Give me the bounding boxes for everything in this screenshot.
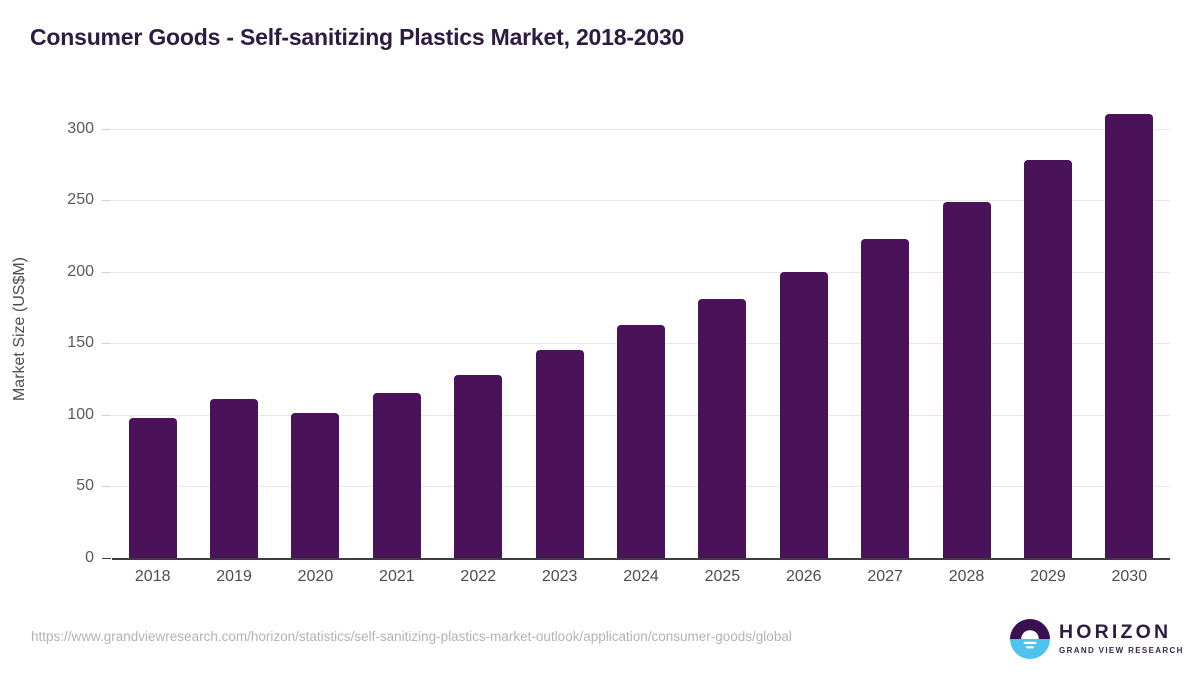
y-tick-label: 150 [67, 334, 94, 352]
bar[interactable] [535, 350, 584, 558]
x-tick-label: 2021 [379, 568, 415, 585]
bar[interactable] [779, 271, 828, 558]
bar[interactable] [291, 413, 340, 558]
bar[interactable] [128, 417, 177, 558]
x-tick-label: 2026 [785, 568, 822, 585]
x-tick-label: 2024 [623, 568, 659, 585]
x-tick-label: 2030 [1111, 568, 1148, 585]
logo-text-block: HORIZON GRAND VIEW RESEARCH [1059, 623, 1184, 655]
y-tick-label: 50 [76, 477, 94, 495]
y-axis-title: Market Size (US$M) [11, 256, 28, 402]
bar[interactable] [1023, 160, 1072, 558]
gridline [112, 271, 1170, 273]
x-axis-line [112, 558, 1170, 560]
gridline [112, 128, 1170, 130]
horizon-sunrise-circle-icon [1010, 619, 1050, 659]
x-tick-label: 2022 [460, 568, 497, 585]
y-tick-label: 100 [67, 405, 94, 423]
y-tick-label: 300 [67, 119, 94, 137]
x-tick-label: 2027 [867, 568, 903, 585]
y-tick-label: 0 [85, 549, 94, 566]
y-tick-label: 250 [67, 191, 94, 209]
x-tick-label: 2023 [541, 568, 578, 585]
logo-tagline: GRAND VIEW RESEARCH [1059, 645, 1184, 655]
x-tick-label: 2025 [704, 568, 741, 585]
x-tick-label: 2019 [216, 568, 252, 585]
y-tick-mark [102, 128, 111, 130]
x-tick-label: 2018 [134, 568, 171, 585]
y-tick-mark [102, 343, 111, 345]
x-tick-label: 2020 [297, 568, 334, 585]
x-tick-label: 2029 [1030, 568, 1066, 585]
logo-wordmark: HORIZON [1059, 621, 1172, 644]
y-tick-mark [102, 271, 111, 273]
page-title: Consumer Goods - Self-sanitizing Plastic… [30, 24, 685, 50]
y-tick-mark [102, 200, 111, 202]
bar[interactable] [210, 399, 259, 558]
bar[interactable] [698, 298, 747, 558]
plot-area [112, 100, 1170, 558]
y-tick-mark [102, 558, 111, 559]
bar[interactable] [1105, 114, 1154, 558]
bar[interactable] [372, 393, 421, 558]
x-tick-label: 2028 [948, 568, 985, 585]
bar[interactable] [454, 374, 503, 558]
y-tick-mark [102, 486, 111, 488]
horizon-logo: HORIZON GRAND VIEW RESEARCH [1010, 617, 1184, 661]
y-tick-mark [102, 414, 111, 416]
source-url-text: https://www.grandviewresearch.com/horizo… [31, 629, 792, 644]
bar[interactable] [861, 238, 910, 558]
bar[interactable] [942, 201, 991, 558]
y-tick-label: 200 [67, 262, 94, 280]
gridline [112, 200, 1170, 202]
bar[interactable] [617, 324, 665, 558]
